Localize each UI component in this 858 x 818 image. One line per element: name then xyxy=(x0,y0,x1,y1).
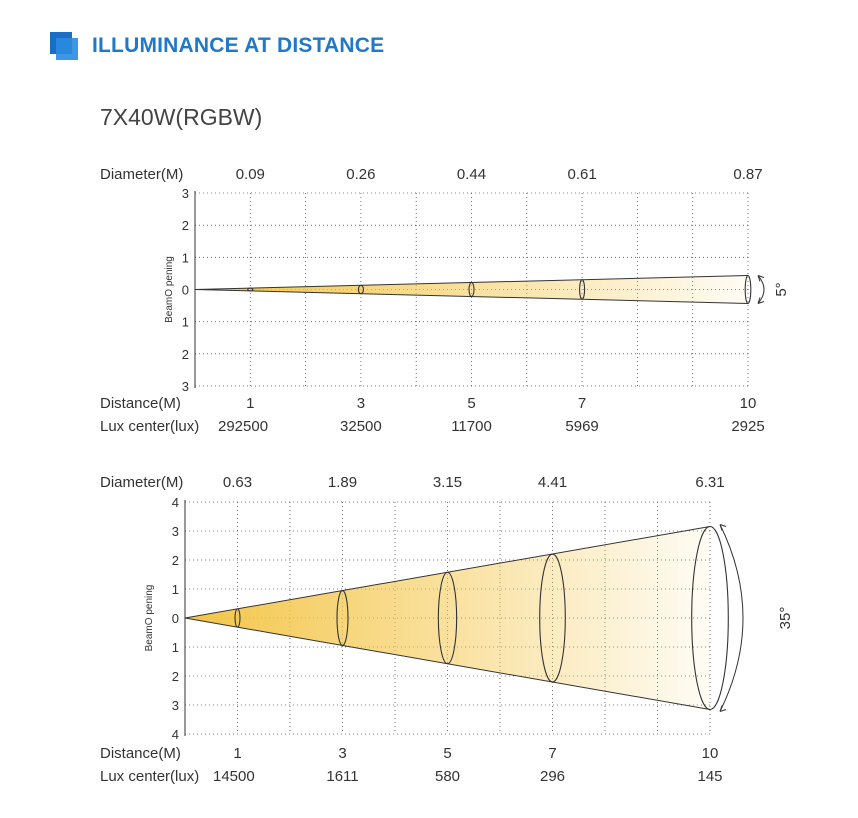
y-tick-label: 0 xyxy=(182,283,189,298)
distance-value: 5 xyxy=(467,395,475,412)
beam-section-ellipse xyxy=(539,553,566,683)
diameter-value: 0.09 xyxy=(236,166,265,183)
beam-chart-1 xyxy=(184,500,744,736)
y-tick-label: 1 xyxy=(172,640,179,655)
beam-section-ellipse xyxy=(468,281,475,298)
model-name: 7X40W(RGBW) xyxy=(100,104,263,130)
distance-row-label: Distance(M) xyxy=(100,395,181,412)
y-tick-label: 3 xyxy=(172,524,179,539)
diameter-value: 0.63 xyxy=(223,474,252,491)
beam-cone xyxy=(185,526,710,710)
lux-value: 580 xyxy=(435,768,460,785)
y-tick-label: 4 xyxy=(172,727,179,742)
distance-value: 3 xyxy=(338,745,346,762)
beam-section-ellipse xyxy=(744,274,752,305)
lux-value: 5969 xyxy=(565,418,598,435)
lux-value: 292500 xyxy=(218,418,268,435)
beam-section-ellipse xyxy=(247,287,254,292)
y-tick-label: 2 xyxy=(172,669,179,684)
diameter-value: 0.87 xyxy=(733,166,762,183)
beam-section-ellipse xyxy=(234,608,241,628)
y-tick-label: 0 xyxy=(172,611,179,626)
angle-arrow-top xyxy=(719,524,727,531)
beam-section-ellipse xyxy=(691,525,729,711)
distance-value: 5 xyxy=(443,745,451,762)
angle-arrow-bottom xyxy=(719,705,727,712)
diameter-value: 3.15 xyxy=(433,474,462,491)
distance-value: 7 xyxy=(578,395,586,412)
y-tick-label: 1 xyxy=(182,315,189,330)
y-tick-label: 3 xyxy=(182,379,189,394)
y-tick-label: 3 xyxy=(182,186,189,201)
blue-square-icon xyxy=(50,32,78,60)
beam-angle-label: 35° xyxy=(777,607,794,630)
diameter-value: 4.41 xyxy=(538,474,567,491)
section-title: ILLUMINANCE AT DISTANCE xyxy=(92,34,385,57)
distance-value: 1 xyxy=(233,745,241,762)
diameter-value: 0.26 xyxy=(346,166,375,183)
y-tick-label: 2 xyxy=(172,553,179,568)
diameter-value: 0.44 xyxy=(457,166,486,183)
distance-value: 7 xyxy=(548,745,556,762)
angle-arrow-bottom xyxy=(757,297,765,304)
beam-section-ellipse xyxy=(357,284,364,295)
beam-section-ellipse xyxy=(437,571,458,665)
y-tick-label: 2 xyxy=(182,347,189,362)
lux-row-label: Lux center(lux) xyxy=(100,768,199,785)
angle-arc xyxy=(719,524,744,712)
distance-row-label: Distance(M) xyxy=(100,745,181,762)
lux-value: 296 xyxy=(540,768,565,785)
lux-value: 1611 xyxy=(326,768,358,785)
y-tick-label: 1 xyxy=(182,250,189,265)
lux-value: 14500 xyxy=(213,768,255,785)
diameter-row-label: Diameter(M) xyxy=(100,166,183,183)
distance-value: 3 xyxy=(357,395,365,412)
y-tick-label: 2 xyxy=(182,218,189,233)
diameter-value: 1.89 xyxy=(328,474,357,491)
section-header: ILLUMINANCE AT DISTANCE xyxy=(50,30,384,62)
distance-value: 10 xyxy=(702,745,719,762)
diameter-value: 6.31 xyxy=(695,474,724,491)
angle-arc xyxy=(757,275,765,304)
y-axis-label: BeamO pening xyxy=(164,256,175,323)
beam-chart-0 xyxy=(194,191,765,388)
y-tick-label: 1 xyxy=(172,582,179,597)
diameter-row-label: Diameter(M) xyxy=(100,474,183,491)
beam-angle-label: 5° xyxy=(773,282,790,296)
diameter-value: 0.61 xyxy=(567,166,596,183)
beam-cone xyxy=(195,275,748,304)
y-tick-label: 3 xyxy=(172,698,179,713)
lux-row-label: Lux center(lux) xyxy=(100,418,199,435)
beam-section-ellipse xyxy=(336,590,349,646)
lux-value: 2925 xyxy=(731,418,764,435)
lux-value: 145 xyxy=(697,768,722,785)
distance-value: 10 xyxy=(740,395,757,412)
angle-arrow-top xyxy=(757,275,765,282)
lux-value: 32500 xyxy=(340,418,382,435)
y-tick-label: 4 xyxy=(172,495,179,510)
lux-value: 11700 xyxy=(451,418,492,435)
beam-section-ellipse xyxy=(579,279,586,300)
distance-value: 1 xyxy=(246,395,254,412)
y-axis-label: BeamO pening xyxy=(144,585,155,652)
